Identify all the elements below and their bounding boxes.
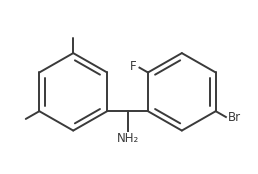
Text: F: F	[130, 60, 136, 73]
Text: Br: Br	[228, 110, 241, 124]
Text: NH₂: NH₂	[116, 132, 139, 145]
